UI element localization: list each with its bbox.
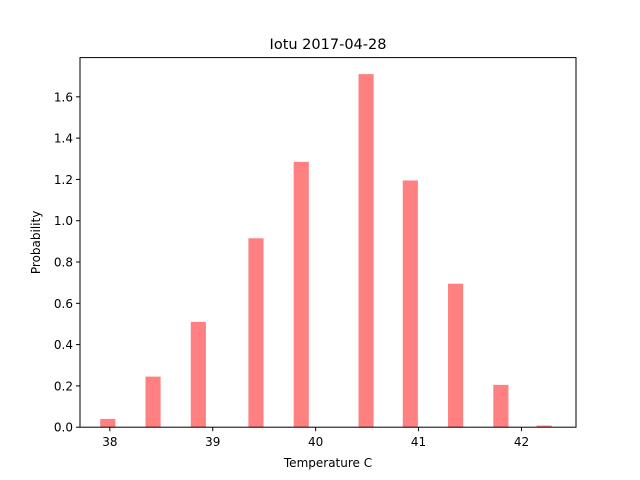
bars-group [100, 74, 552, 428]
x-tick-label: 39 [205, 435, 220, 449]
bar [448, 283, 464, 428]
x-tick-label: 40 [308, 435, 323, 449]
y-tick-label: 0.6 [54, 297, 73, 311]
x-tick-label: 38 [102, 435, 117, 449]
x-axis-ticks: 38 39 40 41 42 [102, 427, 529, 449]
y-axis-ticks: 0.0 0.2 0.4 0.6 0.8 1.0 1.2 1.4 1.6 [54, 90, 80, 435]
chart-title: Iotu 2017-04-28 [270, 37, 387, 53]
y-tick-label: 1.0 [54, 214, 73, 228]
bar [190, 321, 206, 428]
y-tick-label: 1.6 [54, 90, 73, 104]
plot-frame [79, 57, 577, 428]
bar [145, 376, 161, 428]
y-tick-label: 0.2 [54, 379, 73, 393]
y-tick-label: 1.2 [54, 173, 73, 187]
y-axis-label: Probability [29, 211, 43, 274]
bar [293, 161, 309, 428]
y-tick-label: 0.0 [54, 421, 73, 435]
bar [100, 418, 116, 428]
bar [536, 425, 552, 428]
bar [402, 180, 418, 428]
bar [358, 74, 374, 428]
y-tick-label: 0.8 [54, 256, 73, 270]
y-tick-label: 1.4 [54, 132, 73, 146]
x-axis-label: Temperature C [283, 456, 372, 470]
bar [248, 238, 264, 428]
bar [493, 384, 509, 428]
x-tick-label: 41 [411, 435, 426, 449]
y-tick-label: 0.4 [54, 338, 73, 352]
x-tick-label: 42 [514, 435, 529, 449]
